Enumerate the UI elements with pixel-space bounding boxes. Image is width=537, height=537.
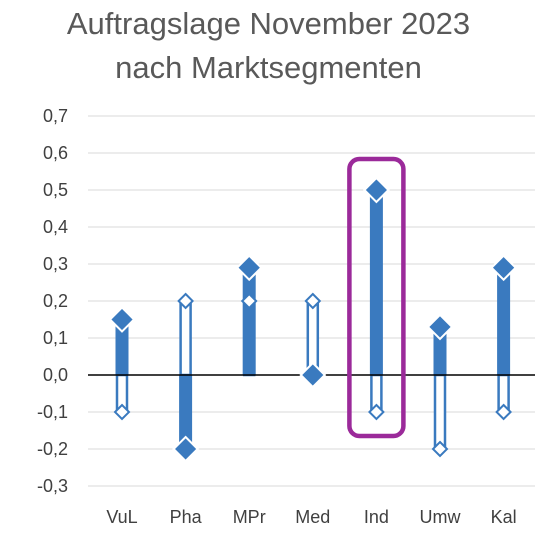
y-tick-label: 0,6 (43, 143, 68, 163)
x-tick-label: MPr (233, 507, 266, 527)
y-tick-label: 0,1 (43, 328, 68, 348)
x-tick-label: Kal (491, 507, 517, 527)
y-tick-label: 0,2 (43, 291, 68, 311)
bar-filled (369, 190, 383, 375)
marker-filled-diamond (490, 254, 518, 282)
x-tick-label: Ind (364, 507, 389, 527)
marker-filled-diamond (108, 306, 136, 333)
marker-hollow-diamond (304, 292, 322, 310)
y-tick-label: 0,0 (43, 365, 68, 385)
chart-title: Auftragslage November 2023 nach Marktseg… (0, 2, 537, 90)
bar-filled (497, 267, 511, 375)
chart-title-line-2: nach Marktsegmenten (115, 50, 422, 85)
bar-outline (179, 299, 192, 377)
x-tick-label: Pha (170, 507, 203, 527)
marker-filled-diamond (299, 361, 327, 389)
marker-filled-diamond (426, 313, 454, 341)
y-tick-label: 0,3 (43, 254, 68, 274)
y-tick-label: 0,4 (43, 217, 68, 237)
bar-outline (433, 373, 447, 451)
highlight-box (347, 156, 406, 439)
x-tick-label: Umw (420, 507, 462, 527)
bar-filled (179, 375, 193, 449)
marker-hollow-diamond (495, 403, 513, 421)
marker-hollow-diamond (113, 403, 131, 421)
x-tick-label: VuL (106, 507, 137, 527)
x-tick-label: Med (295, 507, 330, 527)
marker-hollow-diamond (367, 403, 385, 421)
chart-title-line-1: Auftragslage November 2023 (66, 6, 471, 41)
marker-hollow-diamond (177, 292, 195, 310)
y-tick-label: -0,3 (37, 476, 68, 496)
marker-filled-diamond (172, 435, 200, 463)
marker-hollow-diamond (240, 292, 258, 310)
marker-filled-diamond (235, 254, 263, 282)
y-tick-label: 0,5 (43, 180, 68, 200)
y-tick-label: 0,7 (43, 106, 68, 126)
bar-filled (115, 319, 129, 375)
marker-filled-diamond (362, 176, 390, 204)
marker-hollow-diamond (431, 440, 449, 458)
bar-filled (433, 326, 447, 375)
bar-filled (242, 267, 256, 375)
y-tick-label: -0,2 (37, 439, 68, 459)
y-tick-label: -0,1 (37, 402, 68, 422)
